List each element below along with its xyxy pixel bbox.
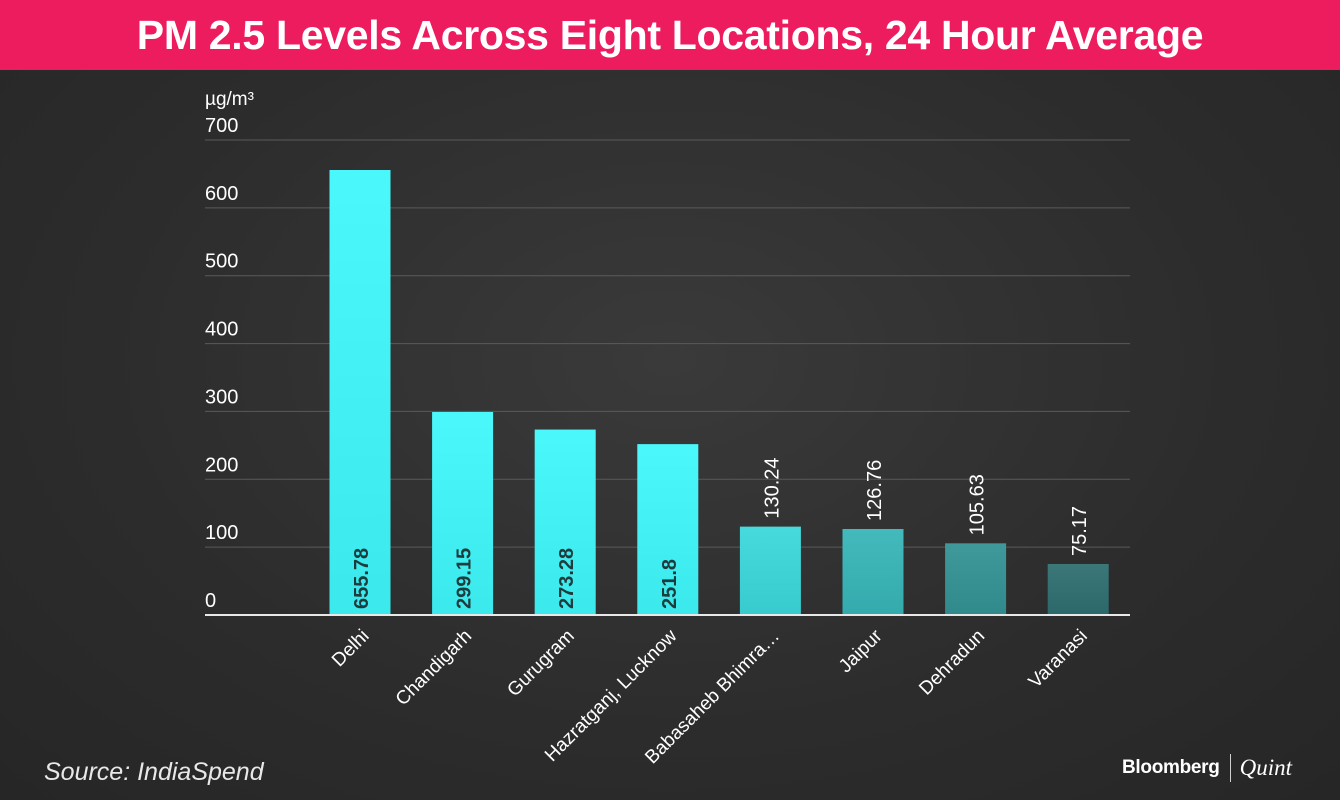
bar-value-label: 655.78 (351, 548, 373, 609)
bar-babasaheb-bhimra (739, 526, 801, 615)
x-tick-label: Jaipur (835, 625, 887, 677)
y-tick-label: 700 (205, 115, 238, 137)
bar-jaipur (842, 528, 904, 615)
x-tick-label: Chandigarh (392, 626, 476, 710)
y-tick-label: 100 (205, 522, 238, 544)
bars: 655.78 299.15 273.28 251.8 130.24 126.76 105.6… (329, 170, 1109, 616)
bar-value-label: 299.15 (454, 548, 476, 609)
bar-value-label: 126.76 (864, 460, 886, 521)
source-note: Source: IndiaSpend (44, 758, 264, 786)
x-tick-label: Delhi (328, 626, 373, 671)
title-bar: PM 2.5 Levels Across Eight Locations, 24… (0, 0, 1340, 70)
x-tick-label: Gurugram (503, 626, 578, 701)
y-tick-label: 500 (205, 251, 238, 273)
y-tick-label: 0 (205, 590, 216, 612)
y-axis-unit-label: µg/m³ (205, 89, 254, 110)
brand-primary: Bloomberg (1122, 757, 1220, 778)
x-tick-label: Varanasi (1025, 626, 1092, 693)
bar-value-label: 75.17 (1069, 506, 1091, 556)
chart-title: PM 2.5 Levels Across Eight Locations, 24… (136, 11, 1204, 58)
y-tick-label: 600 (205, 183, 238, 205)
bar-dehradun (945, 543, 1007, 615)
bar-value-label: 273.28 (556, 548, 578, 609)
bar-value-label: 105.63 (967, 474, 989, 535)
brand-divider (1229, 754, 1231, 782)
bar-varanasi (1047, 563, 1109, 615)
y-tick-label: 300 (205, 386, 238, 408)
brand-secondary: Quint (1239, 755, 1292, 780)
bar-value-label: 130.24 (761, 457, 783, 518)
y-tick-label: 200 (205, 454, 238, 476)
x-tick-label: Dehradun (915, 626, 989, 700)
bar-value-label: 251.8 (659, 559, 681, 609)
brand-logo: Bloomberg Quint (1122, 754, 1292, 782)
y-tick-label: 400 (205, 319, 238, 341)
